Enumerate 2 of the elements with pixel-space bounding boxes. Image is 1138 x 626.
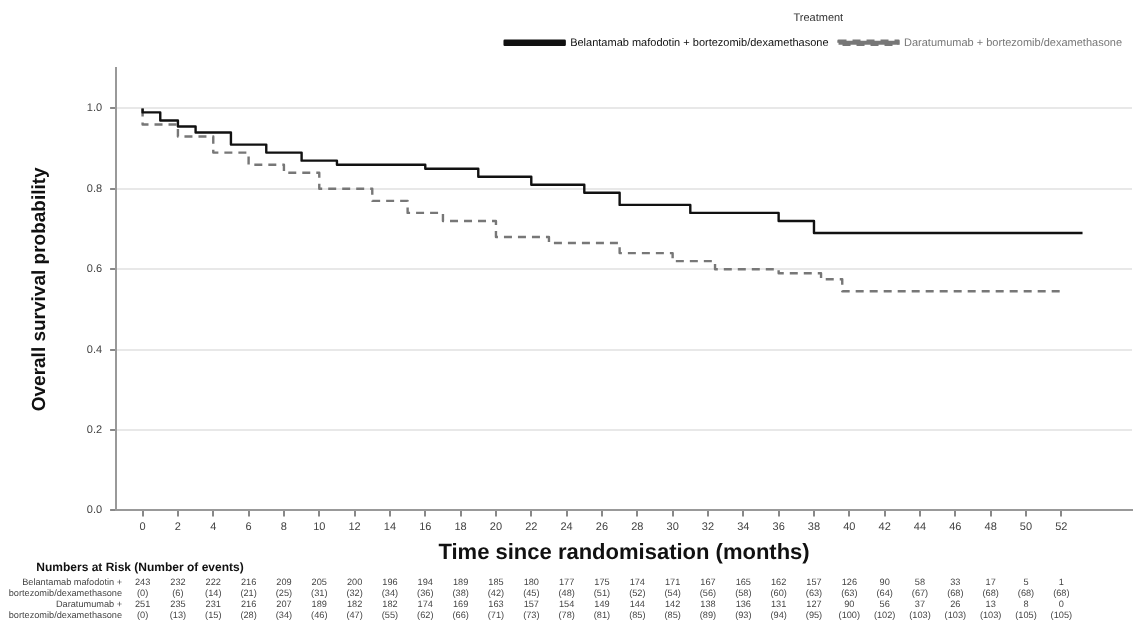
y-axis-title: Overall survival probability [28,165,51,412]
x-axis-title: Time since randomisation (months) [438,540,811,565]
